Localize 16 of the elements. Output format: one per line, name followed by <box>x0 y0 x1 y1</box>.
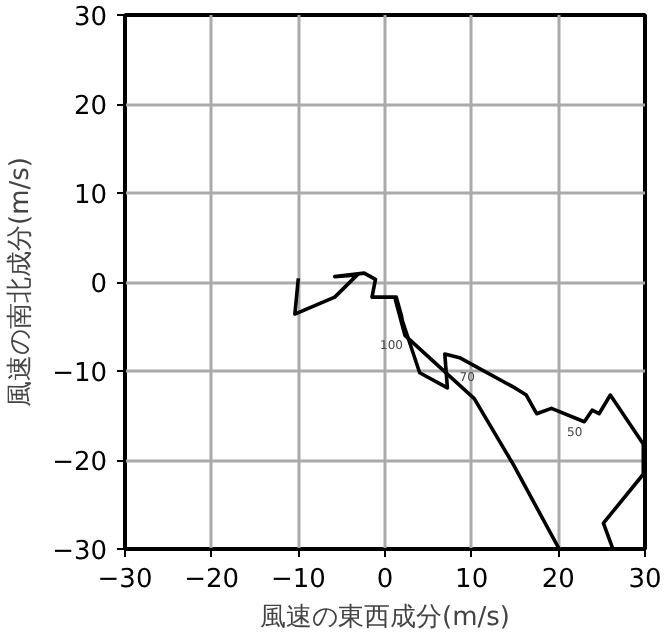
x-tick-label: 20 <box>541 565 575 595</box>
y-axis-title: 風速の南北成分(m/s) <box>6 157 37 407</box>
y-tick-label: 20 <box>73 92 108 122</box>
x-axis-title: 風速の東西成分(m/s) <box>260 603 510 633</box>
y-tick-label: 10 <box>73 181 108 211</box>
x-tick-label: 0 <box>376 565 394 595</box>
x-tick-label: −10 <box>270 565 326 595</box>
x-tick-label: −30 <box>97 565 153 595</box>
y-tick-label: −10 <box>52 359 108 389</box>
x-tick-label: 10 <box>455 565 489 595</box>
y-tick-label: 30 <box>73 3 108 33</box>
y-tick-label: −20 <box>52 448 108 478</box>
y-tick-label: 0 <box>90 270 108 300</box>
x-tick-label: 30 <box>628 565 662 595</box>
y-tick-label: −30 <box>52 537 108 567</box>
x-tick-label: −20 <box>184 565 240 595</box>
